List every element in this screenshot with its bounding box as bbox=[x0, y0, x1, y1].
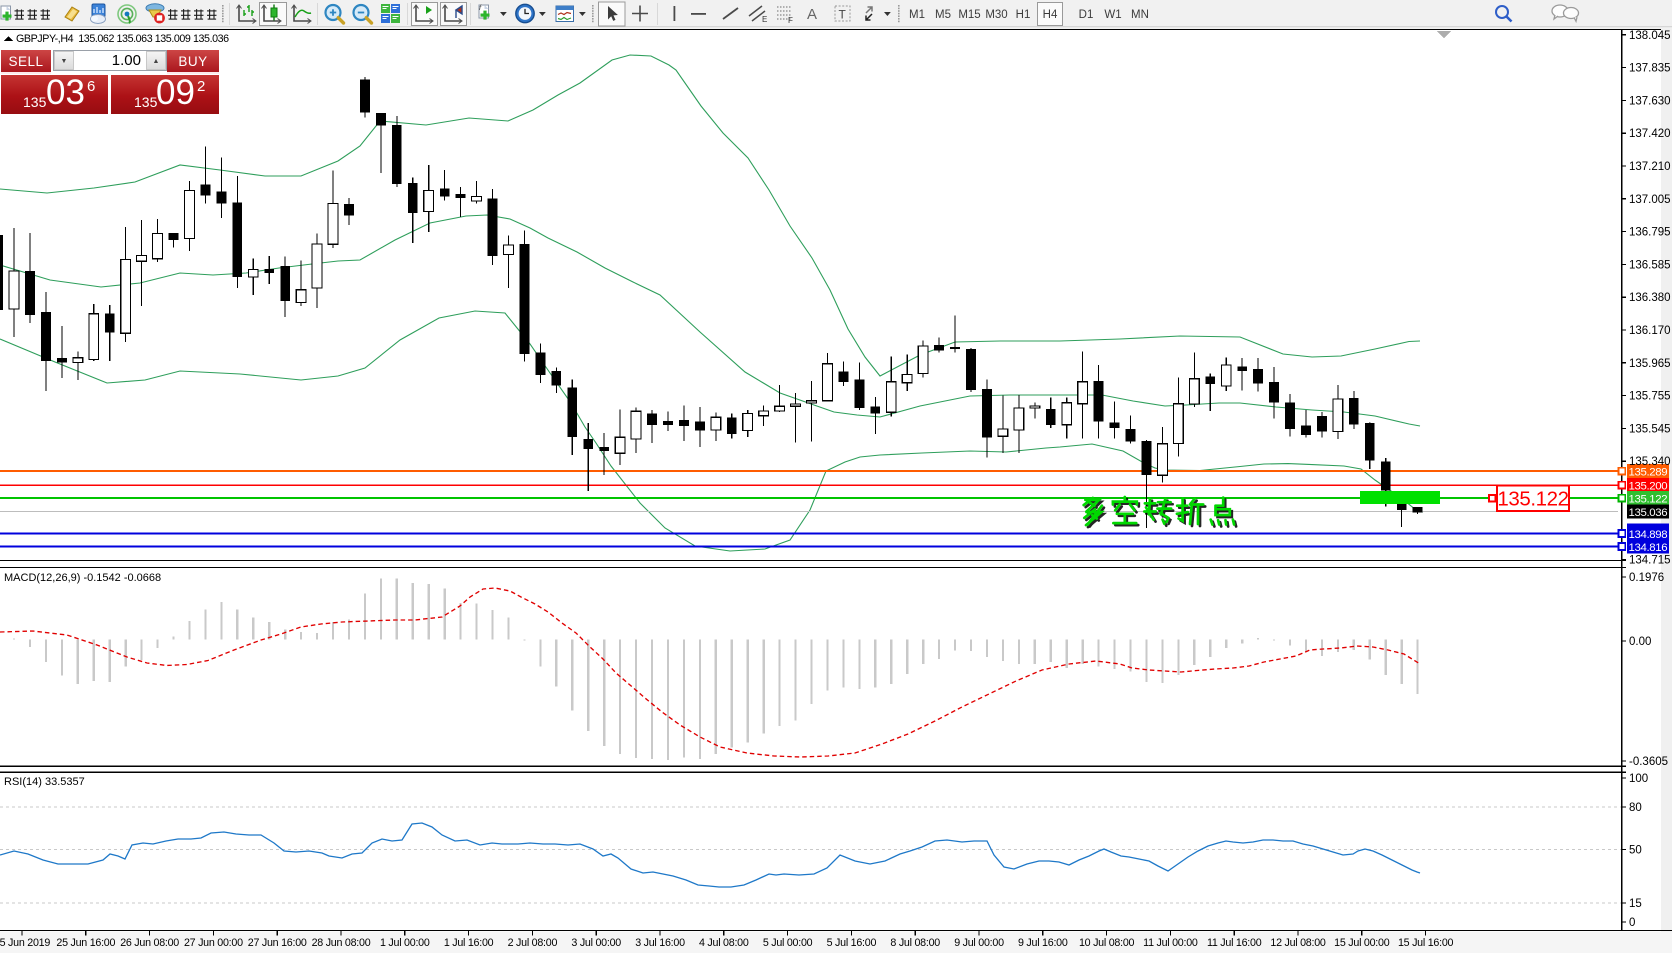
svg-text:135.200: 135.200 bbox=[1629, 481, 1668, 493]
svg-text:9 Jul 16:00: 9 Jul 16:00 bbox=[1018, 937, 1068, 949]
svg-text:137.630: 137.630 bbox=[1629, 95, 1671, 107]
svg-text:0.00: 0.00 bbox=[1629, 636, 1651, 648]
svg-text:8 Jul 08:00: 8 Jul 08:00 bbox=[890, 937, 940, 949]
svg-text:135.122: 135.122 bbox=[1497, 488, 1568, 511]
svg-text:15 Jul 16:00: 15 Jul 16:00 bbox=[1398, 937, 1454, 949]
svg-text:135.340: 135.340 bbox=[1629, 456, 1671, 468]
svg-text:10 Jul 08:00: 10 Jul 08:00 bbox=[1079, 937, 1135, 949]
svg-text:1 Jul 00:00: 1 Jul 00:00 bbox=[380, 937, 430, 949]
svg-text:136.795: 136.795 bbox=[1629, 227, 1671, 239]
svg-text:15: 15 bbox=[1629, 898, 1642, 910]
svg-text:100: 100 bbox=[1629, 773, 1648, 785]
svg-text:137.005: 137.005 bbox=[1629, 194, 1671, 206]
svg-text:134.816: 134.816 bbox=[1629, 542, 1668, 554]
svg-text:M30: M30 bbox=[985, 9, 1007, 21]
svg-text:f: f bbox=[479, 3, 482, 12]
svg-text:137.835: 137.835 bbox=[1629, 63, 1671, 75]
svg-text:2 Jul 08:00: 2 Jul 08:00 bbox=[508, 937, 558, 949]
svg-text:5 Jul 16:00: 5 Jul 16:00 bbox=[827, 937, 877, 949]
svg-text:T: T bbox=[839, 8, 847, 22]
svg-text:135.036: 135.036 bbox=[1629, 507, 1668, 519]
svg-text:135.289: 135.289 bbox=[1629, 467, 1668, 479]
svg-text:W1: W1 bbox=[1104, 9, 1121, 21]
svg-text:80: 80 bbox=[1629, 802, 1642, 814]
svg-text:137.210: 137.210 bbox=[1629, 161, 1671, 173]
svg-text:H4: H4 bbox=[1043, 9, 1058, 21]
svg-text:136.170: 136.170 bbox=[1629, 325, 1671, 337]
svg-text:GBPJPY-,H4 135.062 135.063 13: GBPJPY-,H4 135.062 135.063 135.009 135.0… bbox=[16, 33, 229, 45]
svg-text:27 Jun 00:00: 27 Jun 00:00 bbox=[184, 937, 243, 949]
svg-text:M1: M1 bbox=[909, 9, 925, 21]
svg-text:M15: M15 bbox=[958, 9, 980, 21]
svg-text:0: 0 bbox=[1629, 917, 1635, 929]
svg-text:12 Jul 08:00: 12 Jul 08:00 bbox=[1270, 937, 1326, 949]
svg-text:135.545: 135.545 bbox=[1629, 423, 1671, 435]
svg-text:134.898: 134.898 bbox=[1629, 529, 1668, 541]
svg-text:1 Jul 16:00: 1 Jul 16:00 bbox=[444, 937, 494, 949]
svg-text:28 Jun 08:00: 28 Jun 08:00 bbox=[312, 937, 371, 949]
svg-text:3 Jul 00:00: 3 Jul 00:00 bbox=[571, 937, 621, 949]
svg-text:137.420: 137.420 bbox=[1629, 128, 1671, 140]
svg-text:135.965: 135.965 bbox=[1629, 358, 1671, 370]
svg-text:F: F bbox=[788, 16, 793, 25]
svg-text:MN: MN bbox=[1131, 9, 1149, 21]
svg-text:135.755: 135.755 bbox=[1629, 391, 1671, 403]
svg-text:25 Jun 2019: 25 Jun 2019 bbox=[0, 937, 50, 949]
svg-text:3 Jul 16:00: 3 Jul 16:00 bbox=[635, 937, 685, 949]
svg-text:RSI(14) 33.5357: RSI(14) 33.5357 bbox=[4, 776, 85, 788]
svg-text:26 Jun 08:00: 26 Jun 08:00 bbox=[120, 937, 179, 949]
svg-text:E: E bbox=[762, 15, 767, 24]
svg-text:9 Jul 00:00: 9 Jul 00:00 bbox=[954, 937, 1004, 949]
svg-text:D1: D1 bbox=[1079, 9, 1094, 21]
svg-text:11 Jul 00:00: 11 Jul 00:00 bbox=[1143, 937, 1198, 949]
svg-text:135.122: 135.122 bbox=[1629, 494, 1668, 506]
svg-text:136.380: 136.380 bbox=[1629, 292, 1671, 304]
svg-text:138.045: 138.045 bbox=[1629, 30, 1671, 42]
svg-text:0.1976: 0.1976 bbox=[1629, 572, 1664, 584]
svg-text:M5: M5 bbox=[935, 9, 951, 21]
svg-text:MACD(12,26,9) -0.1542 -0.0668: MACD(12,26,9) -0.1542 -0.0668 bbox=[4, 572, 161, 584]
svg-text:5 Jul 00:00: 5 Jul 00:00 bbox=[763, 937, 813, 949]
svg-text:15 Jul 00:00: 15 Jul 00:00 bbox=[1334, 937, 1390, 949]
svg-text:H1: H1 bbox=[1016, 9, 1031, 21]
svg-text:11 Jul 16:00: 11 Jul 16:00 bbox=[1207, 937, 1262, 949]
svg-text:25 Jun 16:00: 25 Jun 16:00 bbox=[56, 937, 115, 949]
svg-text:136.585: 136.585 bbox=[1629, 259, 1671, 271]
svg-text:4 Jul 08:00: 4 Jul 08:00 bbox=[699, 937, 749, 949]
svg-text:27 Jun 16:00: 27 Jun 16:00 bbox=[248, 937, 307, 949]
svg-text:A: A bbox=[807, 6, 817, 23]
svg-text:50: 50 bbox=[1629, 845, 1642, 857]
svg-text:134.715: 134.715 bbox=[1629, 555, 1671, 567]
svg-text:-0.3605: -0.3605 bbox=[1629, 756, 1668, 768]
